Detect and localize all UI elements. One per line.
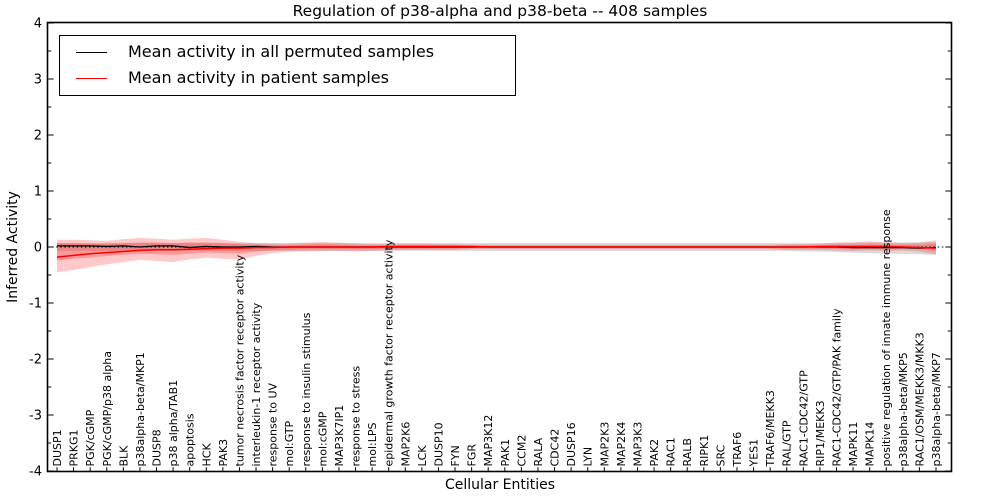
x-tick-label: MAP3K3: [631, 422, 644, 467]
x-tick-labels: DUSP1 PRKG1 PGK/cGMP PGK/cGMP/p38 alpha BLK p…: [51, 209, 943, 467]
plot-frame: [46, 21, 953, 473]
x-tick-label: SRC: [714, 444, 727, 466]
x-axis-label: Cellular Entities: [444, 477, 556, 493]
x-tick-label: LYN: [582, 447, 595, 467]
x-tick-label: MAP2K3: [598, 422, 611, 467]
x-tick-label: MAP3K12: [482, 415, 495, 467]
x-tick-label: response to stress: [350, 366, 363, 467]
legend-entry-patient: Mean activity in patient samples: [60, 68, 515, 88]
x-axis-ticks: [56, 467, 937, 471]
x-tick-label: PAK2: [648, 439, 661, 467]
x-tick-label: FYN: [449, 445, 462, 466]
x-tick-label: DUSP16: [565, 422, 578, 466]
x-tick-label: p38alpha-beta/MKP5: [897, 352, 910, 466]
y-tick-label: 4: [34, 17, 42, 32]
x-tick-label: p38 alpha/TAB1: [167, 380, 180, 467]
legend: Mean activity in all permuted samples Me…: [59, 35, 516, 96]
x-tick-label: RALB: [681, 438, 694, 466]
confidence-bands: [57, 238, 936, 273]
x-tick-label: MAP2K6: [399, 422, 412, 467]
legend-entry-permuted: Mean activity in all permuted samples: [60, 43, 515, 61]
y-tick-label: -1: [29, 297, 42, 312]
y-axis-label: Inferred Activity: [5, 191, 21, 303]
x-tick-label: mol:GTP: [283, 420, 296, 466]
x-tick-label: FGR: [466, 444, 479, 467]
y-tick-label: -3: [29, 409, 42, 424]
x-tick-label: CCM2: [515, 435, 528, 467]
x-tick-label: BLK: [117, 445, 130, 467]
series-line-patient: [56, 245, 937, 258]
series-lines: [56, 245, 937, 258]
x-tick-label: PRKG1: [68, 429, 81, 466]
x-tick-label: PGK/cGMP: [84, 409, 97, 466]
x-tick-label: RIP1/MEKK3: [814, 400, 827, 466]
x-tick-label: positive regulation of innate immune res…: [880, 209, 893, 466]
x-tick-label: MAP2K4: [615, 422, 628, 467]
x-tick-label: tumor necrosis factor receptor activity: [233, 254, 246, 466]
x-tick-label: RAC1: [665, 437, 678, 466]
x-tick-label: MAPK14: [864, 422, 877, 467]
x-tick-label: interleukin-1 receptor activity: [250, 302, 263, 466]
x-tick-label: DUSP1: [51, 429, 64, 466]
band-permuted-range: [57, 241, 936, 255]
x-tick-label: TRAF6/MEKK3: [764, 390, 777, 467]
x-tick-label: PGK/cGMP/p38 alpha: [101, 351, 114, 466]
x-tick-label: MAP3K7IP1: [333, 405, 346, 467]
x-tick-label: DUSP10: [432, 422, 445, 466]
x-tick-label: TRAF6: [731, 432, 744, 468]
y-tick-labels: 4 3 2 1 0 -1 -2 -3 -4: [29, 17, 42, 480]
x-tick-label: RAC1/OSM/MEKK3/MKK3: [913, 332, 926, 466]
y-tick-label: 1: [34, 185, 42, 200]
y-tick-label: 2: [34, 129, 42, 144]
x-tick-label: response to UV: [267, 382, 280, 466]
x-tick-label: MAPK11: [847, 422, 860, 467]
x-tick-label: response to insulin stimulus: [300, 312, 313, 466]
y-tick-label: -4: [29, 465, 42, 480]
permuted-line-swatch: [76, 52, 107, 54]
x-tick-label: YES1: [748, 439, 761, 468]
x-tick-label: apoptosis: [184, 413, 197, 466]
legend-label-permuted: Mean activity in all permuted samples: [128, 42, 435, 62]
patient-line-swatch: [76, 77, 107, 79]
y-tick-label: -2: [29, 353, 42, 368]
x-tick-label: PAK3: [217, 439, 230, 467]
x-tick-label: p38alpha-beta/MKP1: [134, 352, 147, 466]
x-tick-label: RAL/GTP: [781, 420, 794, 466]
x-tick-label: HCK: [200, 443, 213, 467]
x-tick-label: mol:LPS: [366, 423, 379, 467]
x-tick-label: PAK1: [499, 439, 512, 467]
x-tick-label: epidermal growth factor receptor activit…: [383, 239, 396, 466]
x-tick-label: DUSP8: [151, 429, 164, 466]
legend-label-patient: Mean activity in patient samples: [128, 68, 389, 88]
x-tick-label: p38alpha-beta/MKP7: [930, 352, 943, 466]
x-tick-label: CDC42: [549, 429, 562, 467]
chart-title: Regulation of p38-alpha and p38-beta -- …: [292, 2, 708, 20]
x-tick-label: LCK: [416, 445, 429, 467]
x-tick-label: RAC1-CDC42/GTP/PAK family: [830, 308, 843, 467]
x-tick-label: mol:cGMP: [316, 411, 329, 466]
x-tick-label: RALA: [532, 437, 545, 466]
x-tick-label: RIPK1: [698, 435, 711, 467]
y-tick-label: 3: [34, 73, 42, 88]
y-tick-label: 0: [34, 241, 42, 256]
x-tick-label: RAC1-CDC42/GTP: [797, 370, 810, 467]
